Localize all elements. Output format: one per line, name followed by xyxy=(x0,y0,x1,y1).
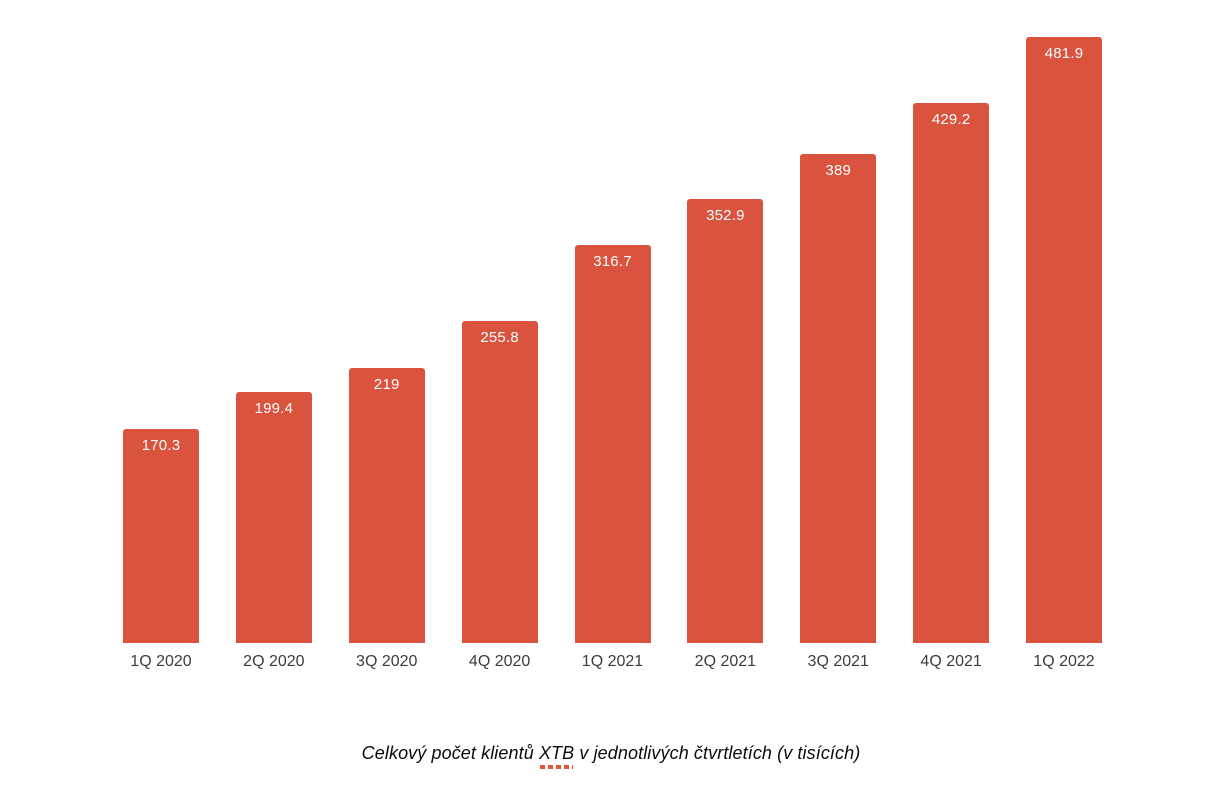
x-axis-label: 1Q 2022 xyxy=(1033,653,1095,670)
bar-column: 429.2 4Q 2021 xyxy=(913,0,990,670)
x-axis-label: 3Q 2020 xyxy=(356,653,418,670)
bar-column: 255.8 4Q 2020 xyxy=(461,0,538,670)
bar-value-label: 352.9 xyxy=(706,207,745,225)
x-axis-label: 1Q 2021 xyxy=(581,653,644,670)
bar-column: 199.4 2Q 2020 xyxy=(235,0,312,670)
bar-chart: 170.3 1Q 2020 199.4 2Q 2020 219 3Q 2020 255.8 4… xyxy=(123,0,1102,670)
bar-column: 481.9 1Q 2022 xyxy=(1026,0,1102,670)
chart-caption: Celkový počet klientů XTB v jednotlivých… xyxy=(0,743,1222,769)
bar-value-label: 481.9 xyxy=(1044,45,1084,62)
bar-column: 316.7 1Q 2021 xyxy=(574,0,651,670)
bar: 255.8 xyxy=(461,321,538,643)
bar-value-label: 255.8 xyxy=(480,329,519,347)
bar: 481.9 xyxy=(1026,37,1102,643)
bar-value-label: 316.7 xyxy=(593,252,632,270)
bar: 219 xyxy=(348,367,425,643)
caption-xtb-highlight[interactable]: XTB xyxy=(538,743,575,769)
x-axis-label: 1Q 2020 xyxy=(130,653,192,670)
x-axis-label: 4Q 2021 xyxy=(920,653,982,670)
bar: 429.2 xyxy=(913,103,990,643)
bar-value-label: 389 xyxy=(825,161,852,179)
bar-value-label: 199.4 xyxy=(254,400,294,418)
bar: 199.4 xyxy=(235,392,312,643)
x-axis-label: 2Q 2021 xyxy=(694,653,757,670)
bar: 352.9 xyxy=(687,199,764,643)
bar: 170.3 xyxy=(123,428,199,643)
bar: 389 xyxy=(800,153,877,643)
caption-prefix: Celkový počet klientů xyxy=(361,743,539,763)
bar: 316.7 xyxy=(574,244,651,643)
x-axis-label: 4Q 2020 xyxy=(468,653,531,670)
caption-suffix: v jednotlivých čtvrtletích (v tisících) xyxy=(574,743,861,763)
x-axis-label: 3Q 2021 xyxy=(807,653,869,670)
bar-column: 352.9 2Q 2021 xyxy=(687,0,764,670)
x-axis-label: 2Q 2020 xyxy=(243,653,305,670)
bar-column: 219 3Q 2020 xyxy=(348,0,425,670)
bar-value-label: 429.2 xyxy=(931,111,971,129)
bar-value-label: 170.3 xyxy=(141,436,181,454)
bar-column: 170.3 1Q 2020 xyxy=(123,0,199,670)
bar-column: 389 3Q 2021 xyxy=(800,0,877,670)
bar-value-label: 219 xyxy=(373,375,400,393)
